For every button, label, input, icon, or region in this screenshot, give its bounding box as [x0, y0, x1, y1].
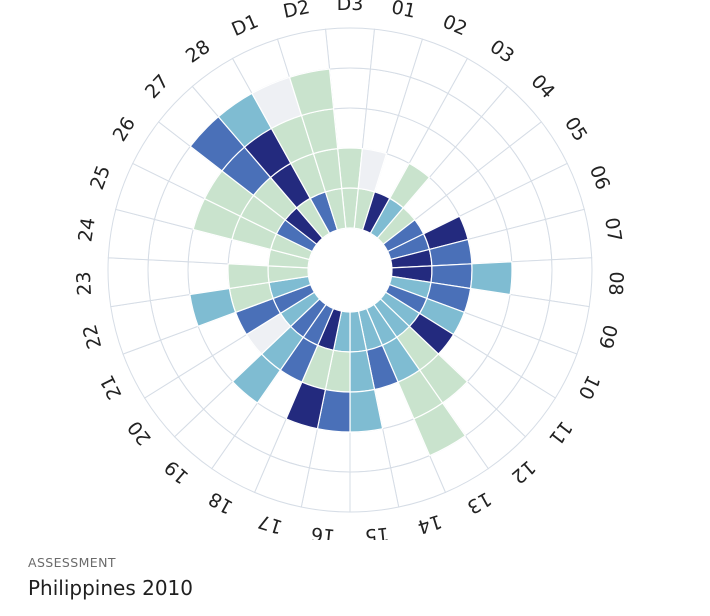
- category-label-15: 15: [364, 522, 390, 540]
- category-label-02: 02: [439, 11, 470, 41]
- category-label-08: 08: [604, 271, 627, 296]
- grid-cell: [509, 259, 553, 302]
- category-label-24: 24: [74, 216, 99, 243]
- category-label-03: 03: [486, 36, 518, 68]
- chart-caption: ASSESSMENT Philippines 2010: [28, 555, 193, 600]
- grid-cell: [333, 107, 367, 150]
- category-label-25: 25: [86, 162, 115, 192]
- caption-eyebrow: ASSESSMENT: [28, 555, 116, 570]
- category-label-D2: D2: [281, 0, 312, 23]
- category-label-16: 16: [310, 522, 336, 540]
- category-label-09: 09: [594, 322, 621, 351]
- radial-grid: [107, 27, 593, 513]
- grid-cell: [300, 467, 351, 513]
- segment-13-ring-4: [413, 402, 467, 457]
- caption-title: Philippines 2010: [28, 576, 194, 600]
- segment-08-ring-3: [469, 261, 513, 296]
- grid-cell: [549, 257, 593, 308]
- category-label-23: 23: [73, 271, 96, 296]
- category-label-01: 01: [389, 0, 417, 23]
- category-label-28: 28: [182, 36, 214, 68]
- category-label-20: 20: [124, 417, 156, 450]
- category-label-07: 07: [600, 216, 625, 243]
- radial-segments: [189, 68, 513, 457]
- grid-cell: [329, 67, 371, 110]
- category-label-17: 17: [256, 510, 286, 538]
- category-label-04: 04: [526, 70, 559, 103]
- category-label-11: 11: [544, 417, 576, 450]
- grid-cell: [147, 259, 191, 302]
- category-label-D1: D1: [228, 10, 261, 41]
- category-label-14: 14: [415, 510, 445, 538]
- category-label-22: 22: [79, 322, 106, 351]
- category-label-12: 12: [507, 456, 540, 488]
- category-label-13: 13: [463, 487, 495, 518]
- category-label-18: 18: [205, 487, 237, 518]
- grid-cell: [107, 257, 151, 308]
- category-label-19: 19: [160, 456, 193, 488]
- category-label-27: 27: [141, 70, 174, 103]
- category-label-10: 10: [574, 371, 604, 402]
- grid-cell: [324, 27, 376, 70]
- category-label-05: 05: [560, 113, 591, 145]
- category-label-06: 06: [585, 162, 614, 192]
- segment-D2-ring-4: [288, 68, 335, 117]
- grid-cell: [349, 467, 400, 513]
- category-label-21: 21: [96, 371, 126, 402]
- category-label-D3: D3: [337, 0, 364, 15]
- category-label-26: 26: [109, 113, 140, 145]
